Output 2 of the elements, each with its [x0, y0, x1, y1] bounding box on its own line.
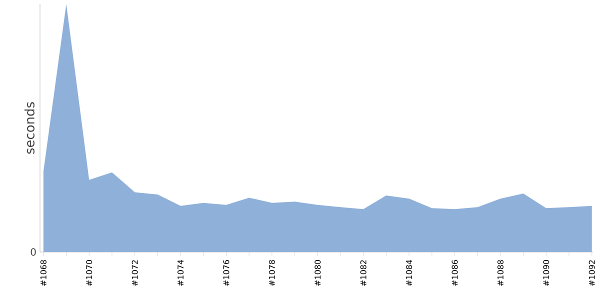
- text: 0: [30, 248, 36, 256]
- y-axis-title: seconds: [24, 102, 34, 154]
